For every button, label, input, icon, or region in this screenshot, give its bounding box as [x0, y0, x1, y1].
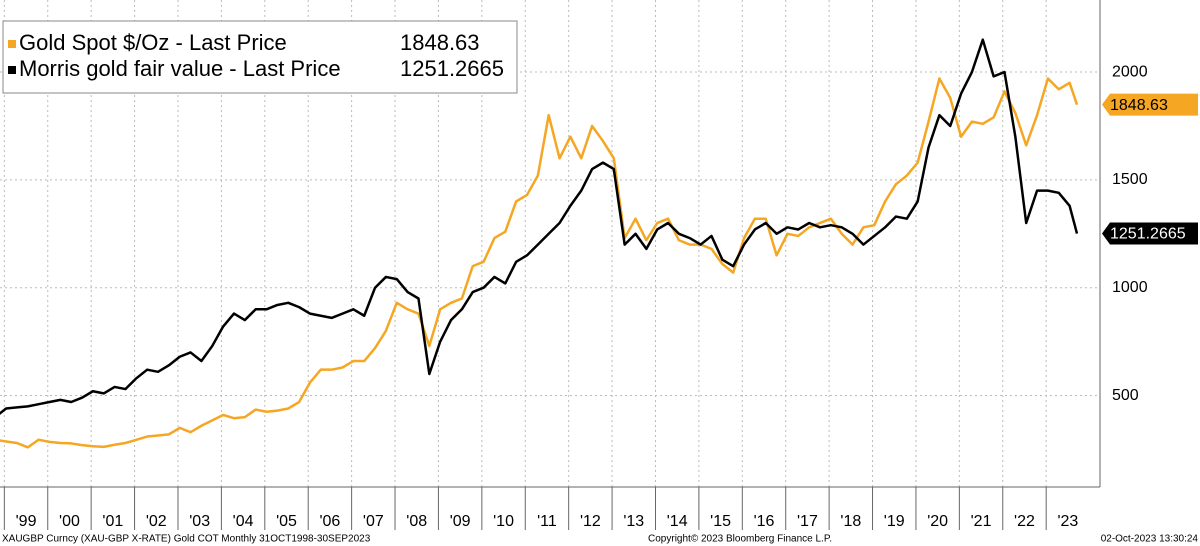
last-price-tag: [1102, 93, 1198, 116]
x-tick-label: '12: [580, 513, 601, 530]
x-tick-label: '01: [102, 513, 123, 530]
x-tick-label: '22: [1014, 513, 1035, 530]
x-tick-label: '17: [797, 513, 818, 530]
y-tick-label: 500: [1112, 387, 1139, 404]
legend-value: 1848.63: [400, 30, 480, 55]
x-tick-label: '15: [710, 513, 731, 530]
x-tick-label: '05: [276, 513, 297, 530]
x-tick-label: '20: [927, 513, 948, 530]
x-tick-label: '23: [1057, 513, 1078, 530]
legend-value: 1251.2665: [400, 56, 504, 81]
x-tick-label: '19: [884, 513, 905, 530]
last-price-label: 1251.2665: [1110, 226, 1186, 243]
legend-swatch: [8, 40, 16, 48]
series-line: [0, 77, 1079, 449]
x-tick-label: '06: [319, 513, 340, 530]
x-tick-label: '18: [840, 513, 861, 530]
footer-right: 02-Oct-2023 13:30:24: [1101, 534, 1199, 545]
y-tick-label: 2000: [1112, 63, 1148, 80]
x-tick-label: '14: [667, 513, 688, 530]
x-tick-label: '21: [971, 513, 992, 530]
footer-center: Copyright© 2023 Bloomberg Finance L.P.: [648, 534, 832, 545]
x-tick-label: '00: [59, 513, 80, 530]
footer-left: XAUGBP Curncy (XAU-GBP X-RATE) Gold COT …: [2, 534, 371, 545]
x-tick-label: '11: [537, 513, 557, 530]
legend-label: Gold Spot $/Oz - Last Price: [19, 30, 287, 55]
x-tick-label: '04: [233, 513, 254, 530]
x-tick-label: '02: [146, 513, 167, 530]
x-tick-label: '16: [754, 513, 775, 530]
x-tick-label: '10: [493, 513, 514, 530]
x-tick-label: '09: [450, 513, 471, 530]
x-tick-label: '07: [363, 513, 384, 530]
y-tick-label: 1500: [1112, 171, 1148, 188]
legend-box: [2, 20, 518, 94]
legend-label: Morris gold fair value - Last Price: [19, 56, 341, 81]
x-tick-label: '13: [623, 513, 644, 530]
x-tick-label: '03: [189, 513, 210, 530]
last-price-tag: [1102, 222, 1198, 245]
last-price-label: 1848.63: [1110, 97, 1168, 114]
legend-swatch: [8, 66, 16, 74]
x-tick-label: '08: [406, 513, 427, 530]
x-tick-label: '99: [16, 513, 37, 530]
series-line: [0, 38, 1079, 415]
y-tick-label: 1000: [1112, 279, 1148, 296]
